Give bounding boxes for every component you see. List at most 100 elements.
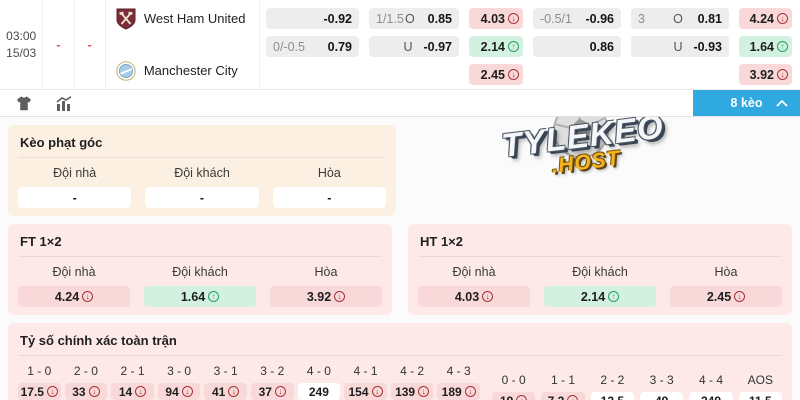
trend-icon	[734, 291, 746, 302]
odd-value: 2.14	[580, 289, 606, 304]
home-team-row[interactable]: West Ham United	[116, 8, 255, 30]
odd-value: 2.45	[480, 67, 505, 82]
odd-value: 1.64	[749, 39, 774, 54]
score-column: 4 - 3 189 89	[437, 364, 480, 400]
score-grid-right: 0 - 0 19 1 - 1 7.2 2 - 2 12.5 3 - 3 49 4…	[492, 373, 782, 400]
trend-icon	[135, 386, 147, 397]
odd-value: -0.93	[693, 39, 723, 54]
ht-odds-columns: Đội nhà 4.03 Đội khách 2.14	[418, 265, 782, 307]
score-column: 1 - 0 17.5 8.8	[18, 364, 61, 400]
1x2-odd[interactable]: 1.64	[739, 36, 792, 57]
column-label: Đội khách	[172, 265, 228, 279]
ht-home-odd[interactable]: 4.03	[418, 286, 530, 307]
total-line: 1/1.5	[376, 11, 404, 26]
ht-draw-odd[interactable]: 2.45	[670, 286, 782, 307]
corner-home-odd[interactable]: -	[18, 187, 132, 208]
trend-icon	[274, 386, 286, 397]
score-label: 3 - 1	[213, 364, 238, 378]
handicap-odd[interactable]: -0.92	[266, 8, 359, 29]
score-label: 4 - 3	[446, 364, 471, 378]
over-under-side: O	[405, 11, 415, 26]
odd-value: 11.5	[749, 394, 772, 400]
1x2-odd[interactable]: 3.92	[739, 64, 792, 85]
1x2-odd[interactable]: 2.14	[469, 36, 523, 57]
odd-value: 2.45	[706, 289, 732, 304]
odd-value: 3.92	[306, 289, 332, 304]
odd-value: 0.79	[327, 39, 352, 54]
handicap-odd[interactable]: 0.86	[533, 36, 621, 57]
score-odd-home[interactable]: 33	[64, 383, 108, 400]
ft-1x2-card: FT 1×2 Đội nhà 4.24 Đội khách 1.64	[8, 224, 392, 315]
trend-icon	[777, 69, 788, 80]
score-label: 3 - 2	[260, 364, 285, 378]
header-odds-grid: -0.92 1/1.5 O 0.85 4.03 -0.5/1 -0.96 3 O…	[260, 0, 800, 89]
man-city-crest-icon	[116, 61, 136, 81]
score-odd-home[interactable]: 94	[157, 383, 201, 400]
handicap-odd[interactable]: -0.5/1 -0.96	[533, 8, 621, 29]
score-column: 3 - 3 49	[639, 373, 684, 400]
trend-icon	[418, 386, 430, 397]
score-odd-home[interactable]: 154	[344, 383, 387, 400]
west-ham-crest-icon	[116, 8, 136, 30]
score-odd[interactable]: 12.5	[590, 392, 634, 400]
kickoff-time: 03:00	[6, 29, 37, 43]
trend-icon	[567, 395, 579, 400]
trend-icon	[228, 386, 240, 397]
ht-draw-col: Hòa 2.45	[670, 265, 782, 307]
score-odd-home[interactable]: 41	[204, 383, 247, 400]
score-column: 4 - 2 139 33	[390, 364, 434, 400]
ft-home-col: Đội nhà 4.24	[18, 265, 130, 307]
1x2-odd[interactable]: 4.03	[469, 8, 523, 29]
over-under-side: U	[673, 39, 683, 54]
score-label: 4 - 2	[400, 364, 425, 378]
odd-value: 0.85	[427, 11, 452, 26]
over-under-odd[interactable]: 1/1.5 O 0.85	[369, 8, 459, 29]
score-odd[interactable]: 7.2	[541, 392, 585, 400]
odd-value: -0.92	[323, 11, 353, 26]
toolbar: 8 kèo	[0, 90, 800, 117]
ft-draw-odd[interactable]: 3.92	[270, 286, 382, 307]
1x2-odd[interactable]: 4.24	[739, 8, 792, 29]
corner-away-odd[interactable]: -	[145, 187, 259, 208]
score-odd-home[interactable]: 14	[111, 383, 154, 400]
stats-chart-icon[interactable]	[56, 95, 73, 111]
trend-icon	[482, 291, 494, 302]
over-under-odd[interactable]: U -0.93	[631, 36, 729, 57]
over-under-odd[interactable]: U -0.97	[369, 36, 459, 57]
score-label: 4 - 1	[353, 364, 378, 378]
trend-icon	[181, 386, 193, 397]
keo-count-button[interactable]: 8 kèo	[693, 90, 800, 116]
score-column: 3 - 2 37 17.5	[250, 364, 294, 400]
ht-away-odd[interactable]: 2.14	[544, 286, 656, 307]
ft-away-odd[interactable]: 1.64	[144, 286, 256, 307]
corner-draw-odd[interactable]: -	[272, 187, 386, 208]
score-odd-home[interactable]: 17.5	[18, 383, 61, 400]
trend-icon	[777, 13, 788, 24]
over-under-odd[interactable]: 3 O 0.81	[631, 8, 729, 29]
ft-home-odd[interactable]: 4.24	[18, 286, 130, 307]
score-odd-home[interactable]: 37	[250, 383, 294, 400]
corner-draw-col: Hòa -	[272, 166, 386, 208]
soccer-ball-icon	[549, 117, 614, 168]
score-grid: 1 - 0 17.5 8.8 2 - 0 33 8.8 2 - 1 14 6.5	[18, 364, 782, 400]
column-label: Hòa	[317, 166, 341, 180]
score-odd-home[interactable]: 139	[390, 383, 434, 400]
odd-value: 94	[165, 384, 179, 399]
keo-count-label: 8 kèo	[730, 96, 763, 110]
jersey-icon[interactable]	[16, 96, 32, 111]
score-odd[interactable]: 49	[639, 392, 684, 400]
score-odd[interactable]: 11.5	[738, 392, 782, 400]
1x2-odd[interactable]: 2.45	[469, 64, 523, 85]
score-column: 2 - 2 12.5	[590, 373, 634, 400]
score-odd[interactable]: 19	[492, 392, 536, 400]
column-label: Đội nhà	[52, 265, 96, 279]
score-odd-home[interactable]: 189	[437, 383, 480, 400]
away-team-row[interactable]: Manchester City	[116, 61, 255, 81]
score-label: 2 - 0	[73, 364, 98, 378]
handicap-odd[interactable]: 0/-0.5 0.79	[266, 36, 359, 57]
score-odd-home[interactable]: 249	[297, 383, 341, 400]
score-label: 3 - 3	[649, 373, 674, 387]
trend-icon	[334, 291, 346, 302]
score-odd[interactable]: 249	[689, 392, 733, 400]
trend-icon	[371, 386, 383, 397]
